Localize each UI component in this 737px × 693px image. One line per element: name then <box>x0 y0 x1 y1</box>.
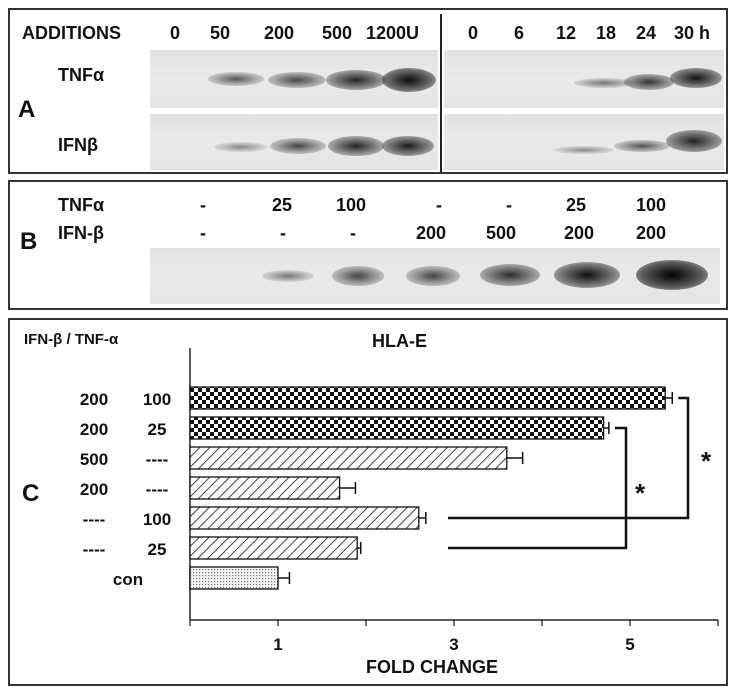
dose-label: 1200U <box>366 23 420 43</box>
tnf-value: - <box>436 195 442 215</box>
ifn-value: - <box>350 223 356 243</box>
category-header: IFN-β / TNF-α <box>24 331 119 348</box>
band <box>208 72 264 86</box>
band <box>614 140 670 152</box>
band <box>328 136 384 156</box>
band <box>480 264 540 286</box>
category-ifn-label: 200 <box>80 390 108 409</box>
significance-star: * <box>635 478 646 508</box>
bar <box>189 446 508 470</box>
band <box>270 138 326 154</box>
dose-label: 500 <box>322 23 353 43</box>
significance-bracket <box>448 426 628 550</box>
lane-divider <box>440 14 442 172</box>
band <box>406 266 460 286</box>
blot-dose-tnf <box>150 50 438 108</box>
time-label: 6 <box>514 23 525 43</box>
band <box>214 142 268 152</box>
bar <box>189 536 358 560</box>
band <box>332 266 384 286</box>
blot-time-ifn <box>444 114 724 170</box>
row-label-tnf: TNFα <box>58 65 105 85</box>
significance-star: * <box>701 446 712 476</box>
category-tnf-label: 100 <box>143 390 171 409</box>
dose-label: 0 <box>170 23 181 43</box>
bar <box>189 386 666 410</box>
category-ifn-label: 200 <box>80 480 108 499</box>
band <box>554 146 614 154</box>
panel-letter-a: A <box>18 96 36 123</box>
band <box>554 262 620 288</box>
row-label-tnf: TNFα <box>58 195 105 215</box>
row-label-ifn: IFN-β <box>58 223 104 243</box>
category-ifn-label: ---- <box>83 540 106 559</box>
category-tnf-label: ---- <box>146 480 169 499</box>
ifn-value: 200 <box>564 223 595 243</box>
chart-title: HLA-E <box>372 331 427 351</box>
row-label-ifn: IFNβ <box>58 135 98 155</box>
tnf-value: 100 <box>636 195 667 215</box>
time-label: 30 h <box>674 23 711 43</box>
category-tnf-label: 25 <box>148 540 167 559</box>
panel-c: C IFN-β / TNF-α HLA-E 1 3 5 200 100 200 25 500 -… <box>8 318 728 686</box>
dose-label: 50 <box>210 23 231 43</box>
ifn-value: 500 <box>486 223 517 243</box>
band <box>268 72 326 88</box>
ifn-value: - <box>200 223 206 243</box>
band <box>624 74 674 90</box>
tnf-value: 25 <box>272 195 293 215</box>
x-tick-label: 1 <box>273 635 282 654</box>
band <box>574 78 634 88</box>
blot-combination <box>150 248 720 304</box>
tnf-value: 100 <box>336 195 367 215</box>
ifn-value: 200 <box>636 223 667 243</box>
blot-dose-ifn <box>150 114 438 170</box>
ifn-value: - <box>280 223 286 243</box>
band <box>326 70 386 90</box>
additions-label: ADDITIONS <box>22 23 121 43</box>
x-tick-label: 3 <box>449 635 458 654</box>
tnf-value: 25 <box>566 195 587 215</box>
time-label: 0 <box>468 23 479 43</box>
time-label: 18 <box>596 23 617 43</box>
bar <box>189 416 605 440</box>
category-tnf-label: ---- <box>146 450 169 469</box>
panel-b: B TNFα IFN-β - 25 100 - - 25 100 - - - 2… <box>8 180 728 310</box>
bar <box>189 566 279 590</box>
category-tnf-label: 100 <box>143 510 171 529</box>
time-label: 24 <box>636 23 657 43</box>
blot-time-tnf <box>444 50 724 108</box>
band <box>382 136 434 156</box>
band <box>262 270 314 282</box>
bar <box>189 506 420 530</box>
band <box>636 260 708 290</box>
dose-label: 200 <box>264 23 295 43</box>
panel-a: A ADDITIONS 0 50 200 500 1200U 0 6 12 18… <box>8 8 728 174</box>
category-ifn-label: ---- <box>83 510 106 529</box>
bar <box>189 476 341 500</box>
x-tick-label: 5 <box>625 635 634 654</box>
category-ifn-label: con <box>113 570 143 589</box>
tnf-value: - <box>200 195 206 215</box>
panel-letter-c: C <box>22 480 40 507</box>
tnf-value: - <box>506 195 512 215</box>
category-tnf-label: 25 <box>148 420 167 439</box>
significance-bracket <box>448 396 690 520</box>
band <box>670 68 722 88</box>
panel-letter-b: B <box>20 228 38 255</box>
category-ifn-label: 500 <box>80 450 108 469</box>
band <box>382 68 436 92</box>
time-label: 12 <box>556 23 577 43</box>
fold-change-chart: 1 3 5 200 100 200 25 500 ---- 200 ---- ---- 100 ---- 2… <box>80 348 719 654</box>
category-ifn-label: 200 <box>80 420 108 439</box>
x-axis-label: FOLD CHANGE <box>366 657 498 677</box>
ifn-value: 200 <box>416 223 447 243</box>
band <box>666 130 722 152</box>
